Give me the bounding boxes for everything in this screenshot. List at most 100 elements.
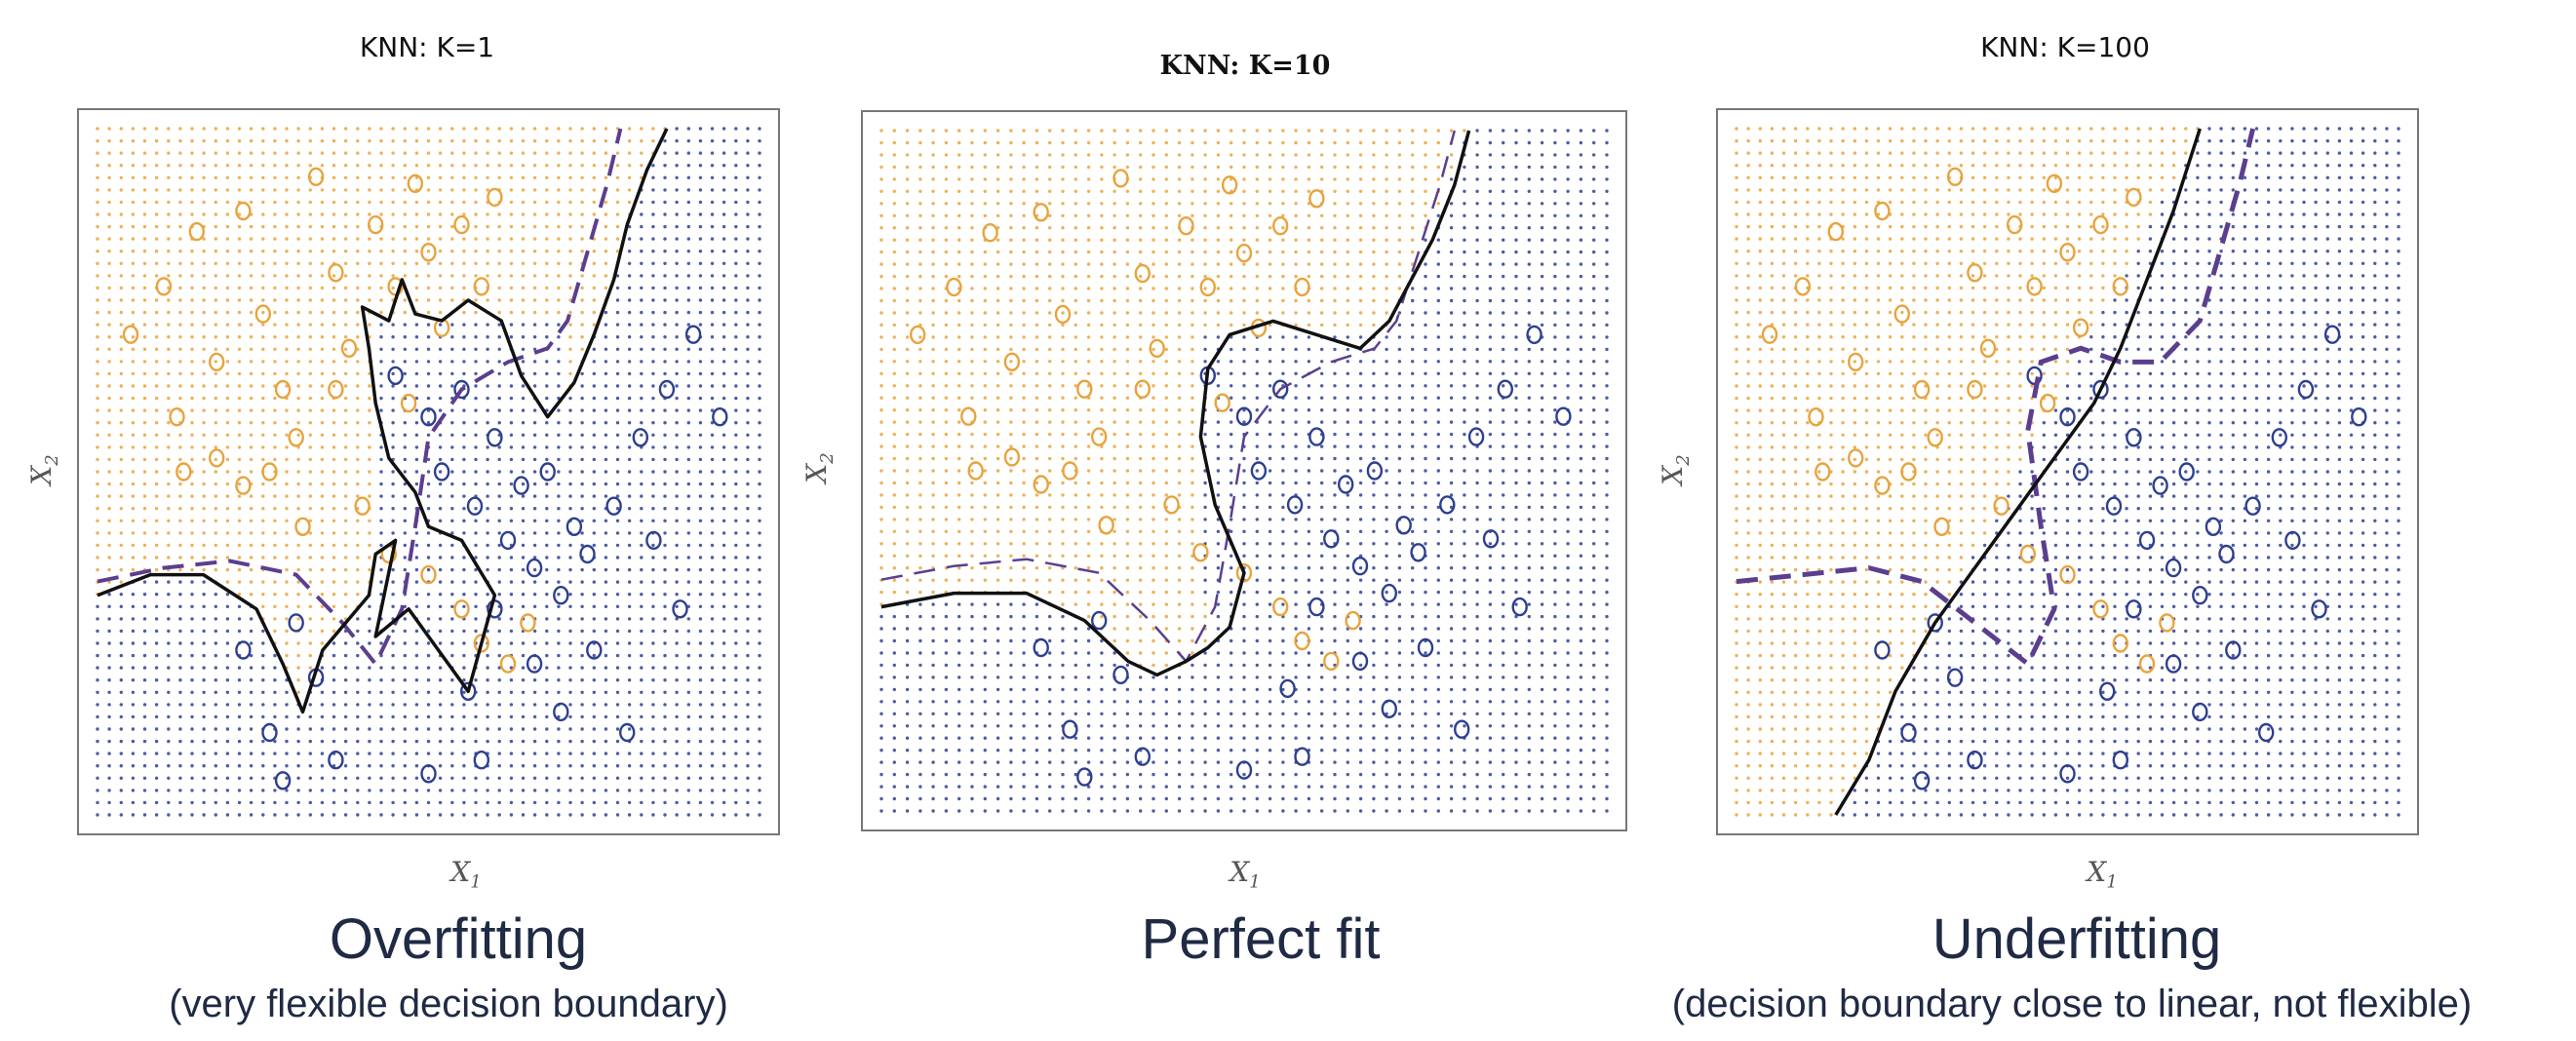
grid-dot-orange xyxy=(995,396,1000,400)
grid-dot-orange xyxy=(308,138,312,143)
grid-dot-blue xyxy=(343,703,348,707)
grid-dot-orange xyxy=(343,543,348,548)
grid-dot-orange xyxy=(879,238,883,242)
grid-dot-orange xyxy=(545,200,549,205)
grid-dot-orange xyxy=(532,261,537,265)
grid-dot-blue xyxy=(710,237,715,241)
grid-dot-orange xyxy=(261,298,265,302)
grid-dot-orange xyxy=(178,323,182,327)
grid-dot-blue xyxy=(1048,785,1052,789)
grid-dot-blue xyxy=(462,323,466,327)
grid-dot-orange xyxy=(1177,250,1182,254)
grid-dot-blue xyxy=(450,678,454,682)
grid-dot-orange xyxy=(107,556,111,559)
grid-dot-blue xyxy=(557,371,561,376)
grid-dot-blue xyxy=(1151,760,1155,764)
grid-dot-blue xyxy=(1216,687,1221,692)
grid-dot-orange xyxy=(296,298,300,302)
grid-dot-blue xyxy=(1034,749,1039,752)
data-point-blue xyxy=(288,613,304,633)
grid-dot-orange xyxy=(285,494,289,498)
grid-dot-blue xyxy=(627,813,632,817)
grid-dot-blue xyxy=(663,335,667,339)
grid-dot-orange xyxy=(320,200,325,205)
grid-dot-blue xyxy=(580,543,584,548)
grid-dot-blue xyxy=(261,641,265,645)
grid-dot-orange xyxy=(190,457,194,462)
grid-dot-orange xyxy=(1061,287,1065,290)
grid-dot-orange xyxy=(521,127,526,131)
grid-dot-orange xyxy=(1009,456,1013,461)
grid-dot-orange xyxy=(1177,371,1182,375)
grid-dot-blue xyxy=(698,408,703,412)
grid-dot-orange xyxy=(1112,396,1116,400)
grid-dot-orange xyxy=(1139,529,1143,533)
data-point-blue xyxy=(466,496,484,516)
data-point-orange xyxy=(274,379,292,400)
grid-dot-orange xyxy=(320,580,325,584)
grid-dot-blue xyxy=(734,789,738,792)
grid-dot-blue xyxy=(154,764,159,768)
grid-dot-orange xyxy=(296,360,300,364)
grid-dot-blue xyxy=(686,494,690,498)
grid-dot-blue xyxy=(746,727,750,731)
grid-dot-blue xyxy=(1242,675,1246,679)
grid-dot-blue xyxy=(568,690,572,694)
grid-dot-blue xyxy=(675,396,679,401)
grid-dot-blue xyxy=(532,360,537,364)
grid-dot-blue xyxy=(450,629,454,634)
grid-dot-blue xyxy=(438,580,443,584)
grid-dot-blue xyxy=(604,690,608,694)
grid-dot-orange xyxy=(1100,590,1104,595)
grid-dot-blue xyxy=(474,617,478,621)
grid-dot-orange xyxy=(154,127,159,131)
grid-dot-orange xyxy=(1242,238,1246,242)
grid-dot-orange xyxy=(107,360,111,364)
grid-dot-blue xyxy=(1203,347,1207,352)
grid-dot-blue xyxy=(154,641,159,645)
grid-dot-blue xyxy=(663,384,667,388)
grid-dot-orange xyxy=(1048,165,1052,170)
grid-dot-blue xyxy=(722,580,726,584)
grid-dot-orange xyxy=(379,237,383,241)
grid-dot-blue xyxy=(604,396,608,401)
grid-dot-blue xyxy=(426,666,431,670)
grid-dot-orange xyxy=(1164,566,1168,570)
grid-dot-blue xyxy=(1125,785,1130,789)
grid-dot-orange xyxy=(615,250,620,253)
grid-dot-blue xyxy=(983,809,987,813)
grid-dot-orange xyxy=(1073,542,1077,546)
grid-dot-orange xyxy=(438,274,443,278)
grid-dot-orange xyxy=(1009,287,1013,290)
grid-dot-orange xyxy=(273,323,277,327)
grid-dot-blue xyxy=(438,360,443,364)
grid-dot-blue xyxy=(426,800,431,805)
grid-dot-orange xyxy=(356,261,360,265)
grid-dot-blue xyxy=(663,629,667,634)
grid-dot-blue xyxy=(722,727,726,731)
grid-dot-blue xyxy=(545,593,549,597)
grid-dot-orange xyxy=(497,224,501,229)
grid-dot-orange xyxy=(178,164,182,168)
grid-dot-blue xyxy=(568,641,572,645)
grid-dot-blue xyxy=(249,703,254,707)
grid-dot-blue xyxy=(285,776,289,780)
grid-dot-orange xyxy=(414,164,419,168)
grid-dot-orange xyxy=(592,274,596,278)
grid-dot-orange xyxy=(1216,298,1221,303)
grid-dot-blue xyxy=(391,531,395,535)
grid-dot-blue xyxy=(332,813,336,817)
grid-dot-orange xyxy=(332,543,336,548)
grid-dot-blue xyxy=(474,347,478,351)
grid-dot-orange xyxy=(237,250,242,253)
grid-dot-blue xyxy=(568,433,572,437)
grid-dot-blue xyxy=(698,212,703,216)
grid-dot-blue xyxy=(710,384,715,388)
grid-dot-orange xyxy=(944,493,949,497)
grid-dot-blue xyxy=(592,593,596,597)
grid-dot-blue xyxy=(1086,651,1091,655)
grid-dot-blue xyxy=(663,800,667,805)
grid-dot-blue xyxy=(957,724,961,728)
grid-dot-blue xyxy=(1022,614,1026,619)
grid-dot-blue xyxy=(1034,602,1039,606)
